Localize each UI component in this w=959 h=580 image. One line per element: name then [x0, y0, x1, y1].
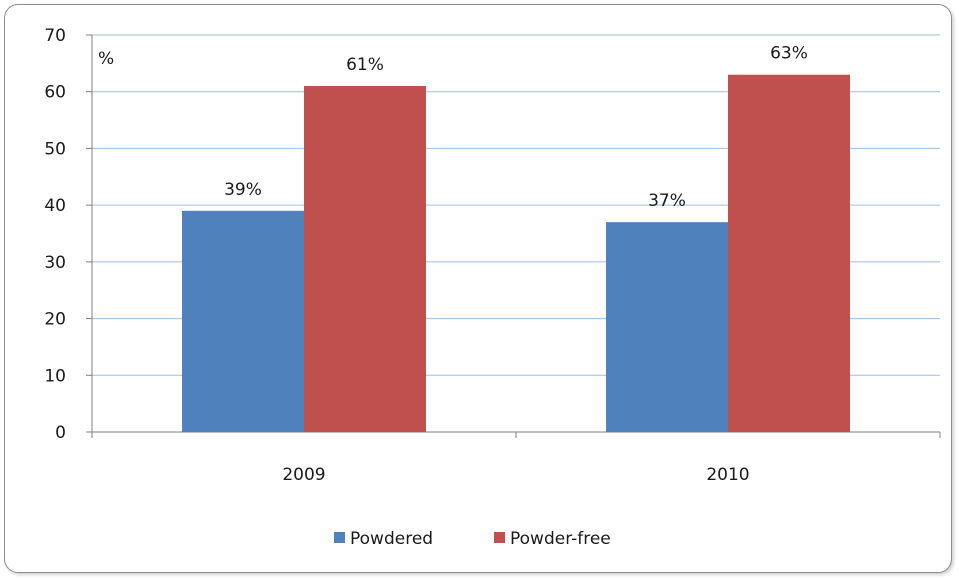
legend-swatch-powdered	[334, 532, 345, 543]
y-tick-label: 40	[44, 196, 66, 216]
legend-swatch-powder-free	[494, 532, 505, 543]
legend: Powdered Powder-free	[334, 529, 611, 549]
bar-powdered-2009	[182, 210, 304, 432]
legend-label-powder-free: Powder-free	[510, 529, 611, 549]
y-tick-label: 60	[44, 83, 66, 103]
y-tick-labels: 0 10 20 30 40 50 60 70	[44, 26, 66, 443]
x-tick-label: 2010	[706, 465, 749, 485]
y-tick-label: 20	[44, 310, 66, 330]
bar-powder-free-2010	[728, 74, 850, 432]
y-unit-label: %	[98, 49, 114, 69]
y-tick-label: 30	[44, 253, 66, 273]
legend-label-powdered: Powdered	[350, 529, 433, 549]
x-tick-label: 2009	[282, 465, 325, 485]
y-tick-label: 70	[44, 26, 66, 46]
y-tick-label: 10	[44, 366, 66, 386]
bars	[182, 74, 850, 433]
data-label: 63%	[770, 44, 808, 64]
y-tick-label: 0	[55, 423, 66, 443]
data-label: 37%	[648, 191, 686, 211]
data-label: 61%	[346, 55, 384, 75]
data-labels: 39% 61% 37% 63%	[224, 44, 808, 211]
x-tick-labels: 2009 2010	[282, 465, 749, 485]
data-label: 39%	[224, 180, 262, 200]
bar-powdered-2010	[606, 222, 728, 432]
y-tick-label: 50	[44, 139, 66, 159]
bar-powder-free-2009	[304, 86, 426, 433]
